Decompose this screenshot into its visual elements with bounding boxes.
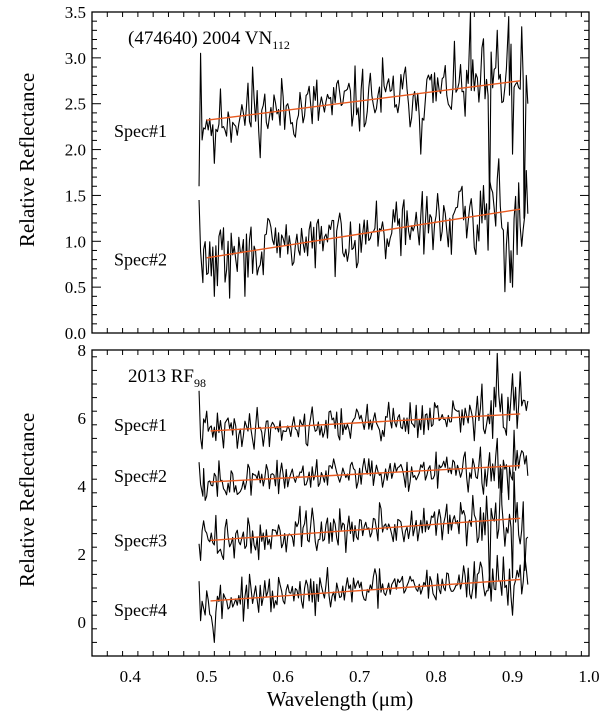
- panel-474640-2004-vn112: 0.0 0.5 1.0 1.5 2.0 2.5 3.0 3.5 Spec#1 Spec#2 (47…: [15, 3, 590, 343]
- fit-line-spec1: [210, 413, 521, 432]
- x-tick-label: 0.9: [502, 667, 523, 686]
- spectrum-line-spec3: [198, 468, 529, 589]
- plot-frame-top: [91, 11, 590, 334]
- x-tick-label: 0.6: [273, 667, 294, 686]
- spectrum-line-spec2: [198, 429, 529, 501]
- fit-line-spec1: [206, 80, 521, 121]
- panel-title-bottom: 2013 RF98: [128, 366, 206, 390]
- spectrum-line-spec4: [198, 554, 529, 643]
- x-tick-label: 0.5: [196, 667, 217, 686]
- x-tick-label: 0.4: [120, 667, 142, 686]
- y-tick-label: 3.5: [65, 3, 86, 22]
- y-tick-label: 4: [78, 477, 87, 496]
- y-axis-title-bottom: Relative Reflectance: [15, 413, 39, 587]
- x-tick-label: 1.0: [578, 667, 599, 686]
- fit-line-spec2: [210, 464, 521, 483]
- spectrum-line-spec1: [198, 352, 529, 450]
- x-tick-label: 0.7: [349, 667, 371, 686]
- spectrum-line-spec1: [198, 11, 529, 219]
- y-tick-label: 2.0: [65, 141, 86, 160]
- y-tick-label: 2.5: [65, 95, 86, 114]
- panel-title-top: (474640) 2004 VN112: [128, 28, 290, 52]
- y-tick-label: 3.0: [65, 49, 86, 68]
- y-tick-label: 6: [78, 409, 87, 428]
- plot-marks-bottom: 0.4 0.5 0.6 0.7 0.8 0.9 1.0 0 2 4 6 8 Spec#1 Spec#2 Sp…: [78, 341, 600, 686]
- series-label-spec2: Spec#2: [114, 466, 167, 486]
- y-tick-label: 1.0: [65, 232, 86, 251]
- x-tick-label: 0.8: [425, 667, 446, 686]
- series-label-spec2: Spec#2: [114, 250, 167, 270]
- panel-2013-rf98: 0.4 0.5 0.6 0.7 0.8 0.9 1.0 0 2 4 6 8 Spec#1 Spec#2 Sp…: [15, 341, 600, 711]
- fit-line-spec4: [210, 578, 521, 602]
- y-tick-label: 0: [78, 613, 87, 632]
- series-label-spec1: Spec#1: [114, 121, 167, 141]
- y-tick-label: 8: [78, 341, 87, 360]
- y-tick-label: 1.5: [65, 186, 86, 205]
- plot-marks-top: 0.0 0.5 1.0 1.5 2.0 2.5 3.0 3.5 Spec#1 Spec#2: [65, 3, 589, 343]
- y-tick-label: 2: [78, 545, 87, 564]
- fit-line-spec2: [206, 208, 521, 259]
- y-axis-title-top: Relative Reflectance: [15, 73, 39, 247]
- series-label-spec1: Spec#1: [114, 415, 167, 435]
- y-tick-label: 0.0: [65, 324, 86, 343]
- x-axis-title: Wavelength (μm): [267, 687, 414, 711]
- spectrum-line-spec2: [198, 158, 529, 299]
- series-label-spec3: Spec#3: [114, 530, 167, 550]
- plot-frame-bottom: [91, 349, 590, 657]
- fit-line-spec3: [210, 517, 521, 542]
- series-label-spec4: Spec#4: [114, 600, 167, 620]
- y-tick-label: 0.5: [65, 278, 86, 297]
